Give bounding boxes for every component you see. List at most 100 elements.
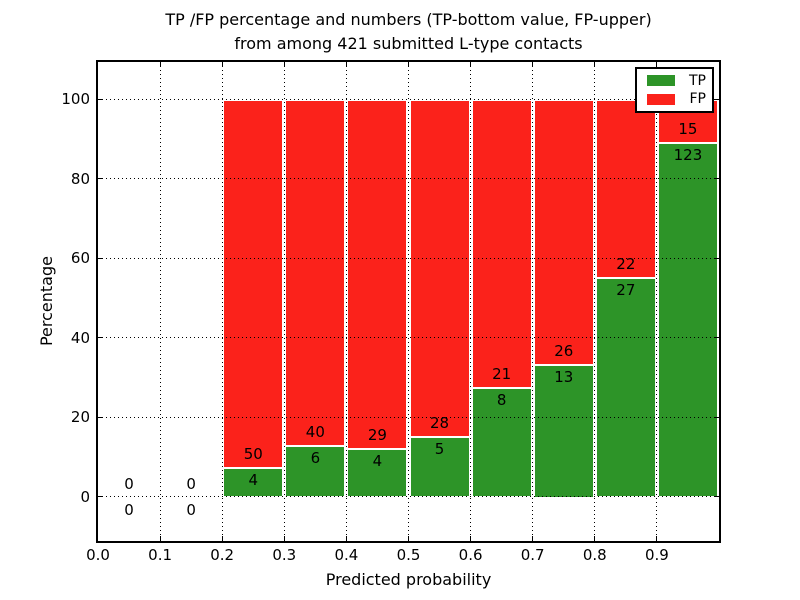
x-tick-label: 0.8 <box>582 546 607 564</box>
v-gridline <box>283 62 285 541</box>
bar-value-label-tp: 123 <box>673 146 703 165</box>
x-tick-label: 0.6 <box>458 546 483 564</box>
x-tick-mark <box>221 536 223 541</box>
bar-segment-fp <box>284 99 347 445</box>
x-tick-mark <box>470 62 472 67</box>
y-tick-mark <box>98 178 103 179</box>
x-tick-mark <box>283 536 285 541</box>
bar-value-label-fp: 22 <box>616 255 636 274</box>
bar-value-label-fp: 21 <box>492 364 512 383</box>
bar-value-label-fp: 50 <box>243 445 263 464</box>
bar-value-label-tp: 27 <box>616 281 636 300</box>
x-tick-mark <box>594 536 596 541</box>
legend-swatch-fp-icon <box>647 93 675 105</box>
legend-swatch-tp-icon <box>647 75 675 87</box>
x-axis-label: Predicted probability <box>325 570 492 589</box>
chart-title: TP /FP percentage and numbers (TP-bottom… <box>98 8 719 56</box>
legend-item-tp: TP <box>641 73 708 89</box>
bar-segment-tp <box>532 364 595 497</box>
x-tick-mark <box>532 62 534 67</box>
bar-segment-tp <box>346 448 409 497</box>
bar-value-label-tp: 13 <box>554 368 574 386</box>
x-tick-mark <box>345 536 347 541</box>
y-tick-mark <box>714 416 719 418</box>
bar-value-label-fp: 28 <box>430 414 450 433</box>
y-tick-label: 100 <box>61 90 90 108</box>
v-gridline <box>470 62 472 541</box>
x-tick-mark <box>345 62 347 67</box>
x-tick-label: 0.0 <box>86 546 110 564</box>
v-gridline <box>159 62 161 541</box>
chart-title-line2: from among 421 submitted L-type contacts <box>234 34 583 53</box>
x-tick-mark <box>159 62 161 67</box>
bar-segment-fp <box>222 99 285 468</box>
bar-segment-fp <box>594 99 657 278</box>
x-tick-label: 0.9 <box>644 546 669 564</box>
bar-value-label-tp: 8 <box>496 390 507 409</box>
bar-segment-tp <box>656 142 719 497</box>
x-tick-mark <box>221 62 223 67</box>
x-tick-mark <box>594 62 596 67</box>
bar-segment-tp <box>408 436 471 497</box>
bar-value-label-fp: 15 <box>678 120 698 139</box>
y-tick-mark <box>714 337 719 338</box>
bar-segment-tp <box>222 467 285 497</box>
v-gridline <box>594 62 596 541</box>
v-gridline <box>532 62 534 541</box>
y-tick-label: 80 <box>70 169 90 188</box>
y-tick-mark <box>98 257 103 259</box>
x-tick-mark <box>408 62 409 67</box>
legend-label-fp: FP <box>689 91 707 108</box>
bar-segment-fp <box>470 99 533 387</box>
x-tick-mark <box>656 62 658 67</box>
y-tick-mark <box>98 496 103 497</box>
x-tick-label: 0.7 <box>520 546 545 564</box>
bar-segment-fp <box>346 99 409 449</box>
legend-label-tp: TP <box>689 72 706 89</box>
x-tick-label: 0.3 <box>272 546 297 564</box>
bar-segment-tp <box>284 444 347 497</box>
v-gridline <box>345 62 347 541</box>
x-tick-mark <box>159 536 161 541</box>
bar-value-label-tp: 0 <box>124 500 134 519</box>
bar-value-label-fp: 0 <box>186 474 196 493</box>
legend-item-fp: FP <box>641 91 708 107</box>
y-tick-label: 60 <box>70 249 90 267</box>
v-gridline <box>221 62 223 541</box>
x-tick-label: 0.1 <box>148 546 173 564</box>
chart-title-line1: TP /FP percentage and numbers (TP-bottom… <box>165 10 652 29</box>
v-gridline <box>656 62 658 541</box>
x-tick-mark <box>532 536 534 541</box>
x-tick-mark <box>470 536 472 541</box>
y-tick-label: 20 <box>70 408 90 426</box>
y-tick-mark <box>98 98 103 100</box>
y-tick-mark <box>714 178 719 179</box>
bar-value-label-tp: 4 <box>248 471 258 490</box>
bar-value-label-fp: 0 <box>124 474 134 493</box>
bar-segment-tp <box>594 277 657 497</box>
bar-value-label-tp: 4 <box>372 452 383 471</box>
x-tick-mark <box>656 536 658 541</box>
y-tick-label: 40 <box>70 328 90 347</box>
bar-segment-tp <box>470 386 533 497</box>
x-tick-mark <box>408 536 409 541</box>
bar-value-label-tp: 5 <box>434 440 445 459</box>
y-tick-mark <box>714 257 719 259</box>
bar-segment-fp <box>408 99 471 437</box>
bar-value-label-fp: 40 <box>305 422 325 441</box>
bar-value-label-tp: 0 <box>186 500 196 519</box>
y-tick-mark <box>98 416 103 418</box>
y-tick-label: 0 <box>80 487 90 506</box>
x-tick-label: 0.5 <box>396 546 421 564</box>
x-tick-label: 0.4 <box>334 546 359 564</box>
y-axis-label: Percentage <box>37 256 56 347</box>
x-tick-label: 0.2 <box>210 546 235 564</box>
bar-value-label-fp: 26 <box>554 342 574 360</box>
plot-area: 0 0 0 0 50 4 40 6 29 4 28 5 21 8 26 13 22 27 15 123 <box>98 62 719 541</box>
y-tick-mark <box>714 98 719 100</box>
legend: TP FP <box>635 67 714 113</box>
bar-value-label-fp: 29 <box>367 426 387 445</box>
bar-value-label-tp: 6 <box>310 448 321 467</box>
x-tick-mark <box>283 62 285 67</box>
